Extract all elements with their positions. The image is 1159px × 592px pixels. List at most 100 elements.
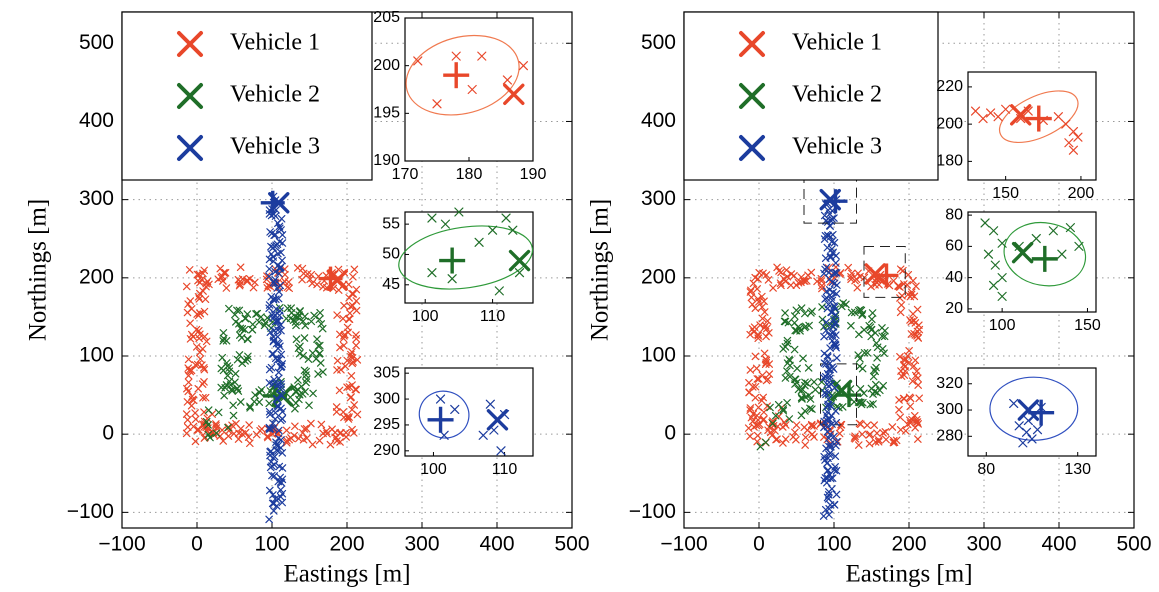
y-tick-label: 0 <box>664 422 676 445</box>
trajectory-point <box>333 366 341 374</box>
inset-point <box>993 112 1003 122</box>
trajectory-point <box>906 402 915 411</box>
trajectory-point <box>906 316 914 324</box>
trajectory-point <box>826 253 835 262</box>
trajectory-point <box>263 272 271 280</box>
inset-estimate-marker <box>427 406 454 433</box>
trajectory-point <box>214 408 223 417</box>
trajectory-point <box>299 352 307 360</box>
y-tick-label: 200 <box>641 265 676 288</box>
trajectory-point <box>277 226 285 234</box>
trajectory-point <box>801 441 809 449</box>
trajectory-point <box>790 312 799 320</box>
trajectory-point <box>835 429 844 438</box>
trajectory-point <box>336 429 344 437</box>
trajectory-point <box>228 421 236 430</box>
trajectory-point <box>342 428 350 437</box>
trajectory-point <box>747 413 756 422</box>
trajectory-point <box>828 485 836 493</box>
trajectory-point <box>339 408 348 416</box>
trajectory-point <box>779 274 788 283</box>
trajectory-point <box>908 288 916 297</box>
inset-y-tick-label: 280 <box>936 428 963 445</box>
trajectory-point <box>276 307 284 315</box>
trajectory-point <box>911 356 920 365</box>
inset-y-tick-label: 295 <box>373 416 400 433</box>
inset-point <box>427 268 437 278</box>
trajectory-point <box>758 314 767 323</box>
inset-point <box>988 226 999 236</box>
trajectory-point <box>830 303 839 312</box>
trajectory-point <box>776 279 785 288</box>
trajectory-point <box>913 418 922 426</box>
trajectory-point <box>906 292 915 301</box>
trajectory-point <box>828 336 837 345</box>
trajectory-point <box>186 319 194 328</box>
trajectory-point <box>196 309 205 318</box>
trajectory-point <box>218 353 227 362</box>
inset-vehicle-2: 100 150 20 40 60 80 <box>945 206 1101 334</box>
trajectory-point <box>915 394 924 403</box>
trajectory-point <box>350 429 358 437</box>
inset-x-tick-label: 100 <box>989 317 1016 334</box>
inset-point <box>435 394 446 404</box>
trajectory-point <box>787 270 796 278</box>
legend: Vehicle 1 Vehicle 2 Vehicle 3 <box>683 11 939 181</box>
trajectory-point <box>765 329 773 337</box>
trajectory-point <box>236 277 244 286</box>
legend-label-vehicle-2: Vehicle 2 <box>230 82 320 108</box>
trajectory-point <box>298 275 306 284</box>
trajectory-point <box>811 385 820 394</box>
trajectory-point <box>266 486 274 495</box>
trajectory-point <box>263 314 272 322</box>
inset-point <box>978 113 988 124</box>
y-tick-label: 300 <box>79 187 114 210</box>
trajectory-point <box>832 466 841 475</box>
inset-box <box>404 211 534 304</box>
trajectory-point <box>826 474 835 483</box>
inset-point <box>1021 427 1032 437</box>
trajectory-point <box>754 403 763 412</box>
trajectory-point <box>300 425 309 433</box>
trajectory-point <box>760 308 769 316</box>
inset-y-tick-label: 195 <box>373 105 400 122</box>
trajectory-point <box>844 263 853 272</box>
inset-point <box>447 274 457 284</box>
trajectory-point <box>282 426 291 435</box>
inset-point <box>997 291 1007 301</box>
inset-y-tick-label: 45 <box>382 276 400 293</box>
trajectory-point <box>352 341 360 350</box>
trajectory-point <box>792 281 801 290</box>
trajectory-point <box>229 411 238 420</box>
trajectory-point <box>878 332 886 340</box>
zoom-box <box>863 246 906 298</box>
trajectory-point <box>799 277 808 285</box>
trajectory-point <box>299 269 308 278</box>
legend-marker-vehicle-1 <box>739 31 765 57</box>
trajectory-point <box>202 417 211 426</box>
trajectory-point <box>900 280 908 288</box>
trajectory-point <box>233 306 241 315</box>
trajectory-point <box>310 311 318 320</box>
trajectory-point <box>855 419 864 428</box>
left-plot: −100 0 100 200 300 400 500 −100 0 100 200 300 400 500… <box>25 9 590 588</box>
trajectory-point <box>294 313 302 322</box>
inset-estimate-marker <box>439 247 466 274</box>
inset-point <box>1001 104 1011 114</box>
inset-final-marker <box>503 83 525 105</box>
trajectory-point <box>308 349 317 357</box>
inset-point <box>454 207 464 217</box>
trajectory-point <box>803 379 812 388</box>
trajectory-point <box>890 438 899 447</box>
trajectory-point <box>854 351 863 359</box>
trajectory-point <box>832 251 840 260</box>
trajectory-point <box>762 271 771 279</box>
trajectory-point <box>292 321 300 330</box>
trajectory-point <box>316 349 324 358</box>
legend-box <box>683 11 939 181</box>
trajectory-point <box>339 334 348 343</box>
trajectory-point <box>272 295 280 303</box>
inset-vehicle-3: 80 130 280 300 320 <box>936 367 1097 478</box>
trajectory-point <box>277 214 286 223</box>
trajectory-point <box>244 335 252 344</box>
